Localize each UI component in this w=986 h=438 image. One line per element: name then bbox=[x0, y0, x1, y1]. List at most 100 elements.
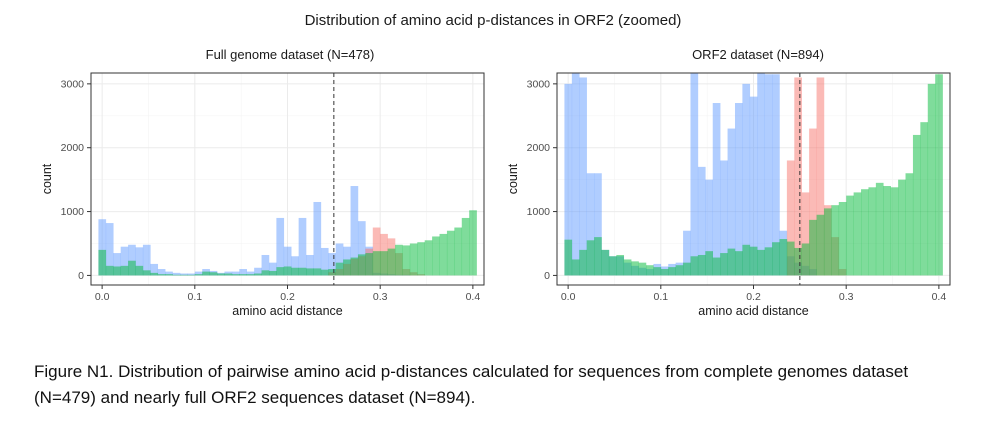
y-tick-label-full-genome: 3000 bbox=[61, 78, 85, 90]
bar-green-full-genome bbox=[409, 243, 418, 276]
bar-green-orf2 bbox=[853, 192, 862, 276]
bar-green-full-genome bbox=[105, 265, 114, 276]
bar-blue-orf2 bbox=[564, 83, 573, 276]
bar-green-orf2 bbox=[564, 239, 573, 276]
bar-green-full-genome bbox=[239, 274, 247, 276]
bar-green-full-genome bbox=[202, 271, 210, 276]
bar-blue-full-genome bbox=[320, 247, 329, 276]
bar-green-orf2 bbox=[764, 247, 773, 276]
bar-blue-full-genome bbox=[254, 267, 262, 276]
bar-green-full-genome bbox=[135, 265, 144, 276]
bar-green-full-genome bbox=[350, 257, 359, 276]
bar-blue-orf2 bbox=[727, 128, 736, 276]
bar-blue-full-genome bbox=[350, 186, 359, 276]
bar-green-orf2 bbox=[868, 187, 877, 276]
bar-green-full-genome bbox=[313, 268, 322, 276]
x-tick-label-full-genome: 0.1 bbox=[188, 291, 203, 303]
y-tick-label-full-genome: 1000 bbox=[61, 206, 85, 218]
bar-green-full-genome bbox=[291, 267, 299, 276]
bar-green-orf2 bbox=[579, 249, 587, 276]
bar-green-full-genome bbox=[417, 242, 425, 276]
bar-blue-full-genome bbox=[172, 272, 181, 276]
bar-blue-full-genome bbox=[150, 263, 159, 276]
bar-green-full-genome bbox=[179, 274, 188, 276]
bar-green-full-genome bbox=[424, 240, 433, 276]
bar-green-full-genome bbox=[320, 269, 329, 276]
bar-green-full-genome bbox=[120, 265, 129, 276]
bar-blue-full-genome bbox=[306, 254, 314, 276]
bar-red-orf2 bbox=[816, 77, 825, 276]
bar-blue-full-genome bbox=[357, 221, 366, 276]
bar-blue-full-genome bbox=[128, 244, 136, 276]
bar-green-orf2 bbox=[883, 186, 891, 276]
x-tick-label-orf2: 0.2 bbox=[746, 291, 761, 303]
bar-green-full-genome bbox=[432, 236, 440, 276]
bar-green-orf2 bbox=[801, 243, 810, 276]
bar-blue-orf2 bbox=[764, 74, 773, 276]
bar-green-full-genome bbox=[217, 273, 225, 276]
bar-green-orf2 bbox=[712, 257, 721, 276]
bar-green-full-genome bbox=[224, 273, 233, 276]
bar-red-orf2 bbox=[809, 128, 817, 276]
bar-blue-full-genome bbox=[283, 246, 292, 276]
bar-blue-full-genome bbox=[105, 223, 114, 276]
bar-green-orf2 bbox=[660, 269, 669, 276]
bar-blue-full-genome bbox=[187, 273, 196, 276]
bar-green-orf2 bbox=[631, 261, 639, 276]
bar-green-full-genome bbox=[165, 274, 173, 276]
bar-green-full-genome bbox=[194, 274, 203, 276]
bar-green-orf2 bbox=[586, 240, 595, 276]
bar-blue-full-genome bbox=[165, 271, 173, 276]
bar-green-orf2 bbox=[846, 195, 854, 276]
bar-blue-full-genome bbox=[328, 253, 336, 276]
bar-green-full-genome bbox=[357, 254, 366, 276]
bar-green-full-genome bbox=[395, 244, 403, 276]
bar-blue-orf2 bbox=[772, 74, 780, 276]
bar-blue-full-genome bbox=[120, 246, 129, 276]
y-tick-label-full-genome: 0 bbox=[78, 270, 84, 282]
bar-green-orf2 bbox=[861, 189, 869, 276]
bar-blue-orf2 bbox=[697, 166, 706, 276]
y-tick-label-orf2: 1000 bbox=[527, 206, 551, 218]
bar-blue-full-genome bbox=[142, 244, 151, 276]
bar-green-full-genome bbox=[246, 274, 255, 276]
bar-blue-orf2 bbox=[742, 83, 751, 276]
bar-green-full-genome bbox=[268, 270, 277, 276]
bar-green-orf2 bbox=[838, 201, 847, 276]
x-tick-label-full-genome: 0.0 bbox=[95, 291, 110, 303]
bar-green-orf2 bbox=[749, 246, 758, 276]
bar-blue-orf2 bbox=[705, 179, 713, 276]
x-tick-label-full-genome: 0.3 bbox=[373, 291, 388, 303]
bar-green-orf2 bbox=[875, 182, 884, 276]
bar-blue-orf2 bbox=[594, 173, 602, 276]
bar-green-orf2 bbox=[927, 83, 936, 276]
x-tick-label-orf2: 0.3 bbox=[839, 291, 854, 303]
bar-green-orf2 bbox=[675, 265, 684, 276]
bar-green-orf2 bbox=[935, 74, 943, 276]
y-tick-label-orf2: 0 bbox=[544, 270, 550, 282]
x-tick-label-orf2: 0.1 bbox=[654, 291, 669, 303]
x-tick-label-orf2: 0.0 bbox=[561, 291, 576, 303]
bar-blue-full-genome bbox=[268, 262, 277, 276]
bar-green-full-genome bbox=[328, 269, 336, 276]
panel-title-orf2: ORF2 dataset (N=894) bbox=[692, 47, 824, 62]
x-tick-label-full-genome: 0.4 bbox=[466, 291, 481, 303]
bar-green-orf2 bbox=[705, 251, 713, 276]
bar-green-orf2 bbox=[772, 242, 780, 276]
bar-green-orf2 bbox=[898, 179, 906, 276]
bar-blue-orf2 bbox=[571, 73, 580, 276]
bar-green-orf2 bbox=[786, 241, 795, 276]
bar-blue-full-genome bbox=[246, 271, 255, 276]
bar-green-orf2 bbox=[920, 122, 929, 276]
y-axis-title-orf2: count bbox=[506, 163, 520, 194]
bar-green-full-genome bbox=[113, 266, 121, 276]
bar-green-orf2 bbox=[638, 262, 647, 276]
bar-blue-full-genome bbox=[291, 256, 299, 276]
bar-green-full-genome bbox=[98, 249, 107, 276]
bar-green-orf2 bbox=[809, 219, 817, 276]
bar-green-orf2 bbox=[720, 253, 728, 276]
bar-green-orf2 bbox=[757, 249, 765, 276]
bar-blue-orf2 bbox=[586, 173, 595, 276]
bar-green-orf2 bbox=[742, 244, 751, 276]
panel-title-full-genome: Full genome dataset (N=478) bbox=[205, 47, 375, 62]
